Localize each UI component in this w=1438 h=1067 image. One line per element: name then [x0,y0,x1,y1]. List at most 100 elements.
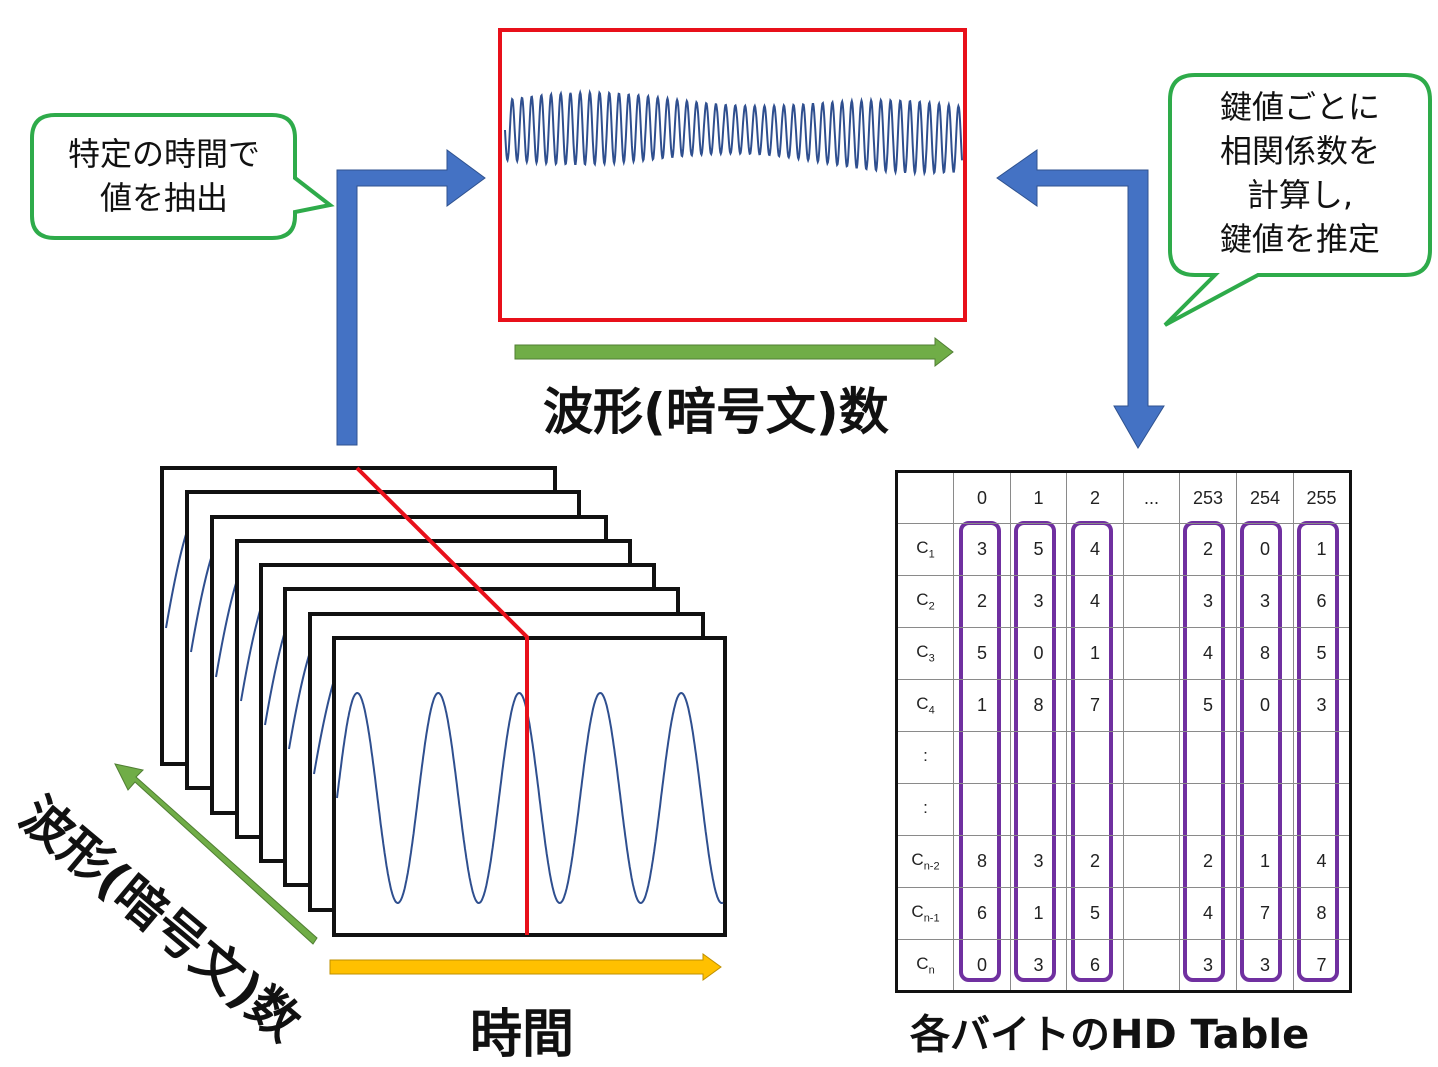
ciphertext-label-sub: n-2 [923,860,940,873]
hd-value: 4 [1066,523,1124,576]
table-header-row: 0 1 2... 253 254 255 [896,471,1351,524]
table-row: C1 3 5 4 2 0 1 [896,523,1351,576]
hd-value: 4 [1179,887,1237,940]
hd-value: 1 [1010,887,1067,940]
callout-left-text: 特定の時間で 値を抽出 [40,132,288,220]
hd-value [1123,523,1180,576]
hd-value: 0 [1010,627,1067,680]
ciphertext-label-text: : [923,746,928,766]
ciphertext-label-sub: 2 [928,600,935,613]
hd-value [1123,627,1180,680]
table-row: C4 1 8 7 5 0 3 [896,679,1351,732]
ciphertext-label: Cn [896,939,954,992]
hd-value: 7 [1293,939,1351,992]
key-header: 253 [1179,471,1237,524]
callout-right-line1: 鍵値ごとに [1219,88,1380,126]
hd-value: 3 [1236,939,1294,992]
hd-value: 3 [953,523,1011,576]
ciphertext-label-text: C [916,953,929,973]
hd-value: 5 [1066,887,1124,940]
hd-value: 8 [1236,627,1294,680]
hd-value [1236,731,1294,784]
hd-value: 1 [1236,835,1294,888]
ciphertext-label-text: C [916,590,929,610]
extraction-line [355,466,529,935]
hd-value: 5 [1293,627,1351,680]
key-header: 254 [1236,471,1294,524]
ciphertext-label: Cn-2 [896,835,954,888]
ciphertext-label-sub: 4 [928,704,935,717]
hd-value: 3 [1293,679,1351,732]
hd-value: 0 [1236,523,1294,576]
hd-value [1123,835,1180,888]
ciphertext-label: : [896,783,954,836]
ciphertext-label-text: C [911,850,924,870]
callout-right-line3: 計算し, [1246,176,1354,214]
hd-value: 1 [1066,627,1124,680]
table-corner [896,471,954,524]
front-waveform [336,691,724,905]
correlation-arrow [996,149,1165,449]
ciphertext-label-text: : [923,798,928,818]
hd-value [1066,731,1124,784]
ciphertext-label: C4 [896,679,954,732]
hd-value: 8 [1293,887,1351,940]
waveform-count-arrow [514,336,954,368]
hd-table: 0 1 2... 253 254 255 C1 3 5 4 2 0 1 C2 2 3 4 3 3 6 C3 5 0 1 4 8 5 C… [895,470,1352,993]
table-row: Cn 0 3 6 3 3 7 [896,939,1351,992]
table-row: C2 2 3 4 3 3 6 [896,575,1351,628]
hd-value: 2 [953,575,1011,628]
hd-value: 3 [1179,575,1237,628]
hd-value: 3 [1010,939,1067,992]
ciphertext-label-sub: n-1 [923,912,940,925]
hd-value: 3 [1010,575,1067,628]
hd-value: 0 [953,939,1011,992]
ciphertext-label: C3 [896,627,954,680]
hd-value: 5 [1010,523,1067,576]
hd-value: 8 [1010,679,1067,732]
hd-value: 6 [1066,939,1124,992]
hd-value [1179,731,1237,784]
key-header: ... [1123,471,1180,524]
hd-value [1236,783,1294,836]
table-row: : [896,783,1351,836]
waveform-stack [160,466,727,937]
hd-value: 6 [953,887,1011,940]
hd-value [1123,939,1180,992]
table-row: : [896,731,1351,784]
ciphertext-label-text: C [916,694,929,714]
hd-value: 6 [1293,575,1351,628]
hd-value [1123,679,1180,732]
extracted-waveform-box [498,28,967,322]
hd-table-label: 各バイトのHD Table [910,1012,1310,1058]
hd-value [1123,783,1180,836]
ciphertext-label-text: C [911,902,924,922]
callout-right-line2: 相関係数を [1219,132,1380,170]
hd-value: 2 [1179,523,1237,576]
extracted-waveform [504,88,963,177]
hd-value [1010,783,1067,836]
hd-value: 3 [1236,575,1294,628]
hd-value [1066,783,1124,836]
key-header: 0 [953,471,1011,524]
hd-value [953,731,1011,784]
callout-right-bubble [1163,73,1432,327]
table-row: C3 5 0 1 4 8 5 [896,627,1351,680]
callout-right-line4: 鍵値を推定 [1219,220,1380,258]
ciphertext-label: : [896,731,954,784]
hd-value: 5 [1179,679,1237,732]
waveform-count-label: 波形(暗号文)数 [543,383,889,441]
hd-value [1010,731,1067,784]
hd-value [1293,731,1351,784]
hd-value [1179,783,1237,836]
hd-value: 7 [1236,887,1294,940]
ciphertext-label-sub: n [928,964,935,977]
callout-left-line2: 値を抽出 [99,179,228,217]
hd-value [953,783,1011,836]
hd-value [1293,783,1351,836]
key-header: 2 [1066,471,1124,524]
extract-arrow [336,149,486,446]
table-row: Cn-2 8 3 2 2 1 4 [896,835,1351,888]
waveform-depth-arrow [114,763,318,945]
